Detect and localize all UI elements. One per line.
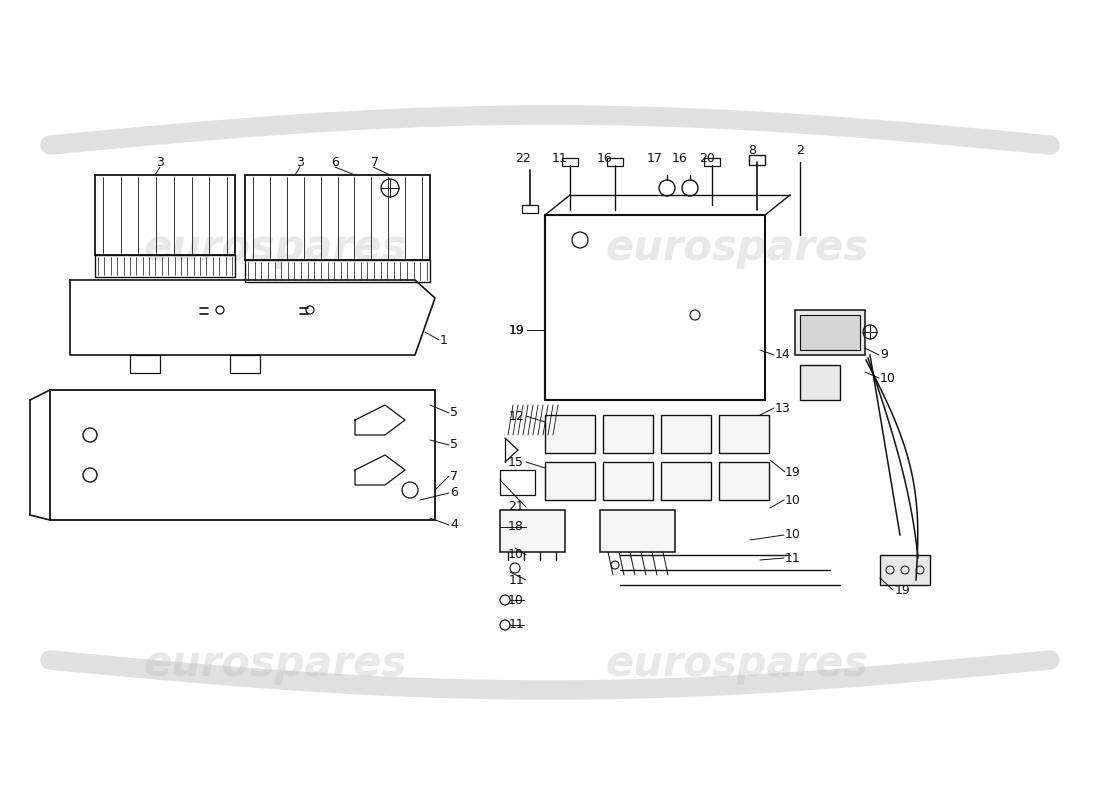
Bar [661,415,711,453]
Text: 17: 17 [647,151,663,165]
Text: 5: 5 [450,406,458,419]
Text: 19: 19 [895,583,911,597]
Bar [522,205,538,213]
Bar [800,315,860,350]
Text: 19: 19 [508,323,524,337]
Bar [719,415,769,453]
Bar [245,260,430,282]
Text: 16: 16 [672,151,688,165]
Bar [500,510,565,552]
Bar [800,365,840,400]
Text: eurospares: eurospares [143,227,407,269]
Bar [600,510,675,552]
Bar [544,415,595,453]
Text: 10: 10 [508,594,524,606]
Text: eurospares: eurospares [605,227,869,269]
Bar [880,555,929,585]
Text: 11: 11 [508,574,524,586]
Text: 10: 10 [785,529,801,542]
Text: 18: 18 [508,521,524,534]
Text: 16: 16 [597,151,613,165]
Text: 3: 3 [296,157,304,170]
Text: 20: 20 [700,151,715,165]
Bar [230,355,260,373]
Text: 6: 6 [331,157,339,170]
Bar [607,158,623,166]
Text: 4: 4 [450,518,458,531]
Bar [719,462,769,500]
Bar [795,310,865,355]
Text: 21: 21 [508,501,524,514]
Bar [544,462,595,500]
Bar [661,462,711,500]
Text: 22: 22 [515,151,531,165]
Text: 11: 11 [552,151,568,165]
Text: 14: 14 [776,349,791,362]
Text: 19: 19 [785,466,801,478]
Text: 5: 5 [450,438,458,451]
Bar [245,175,430,260]
Text: 9: 9 [880,349,888,362]
Text: 10: 10 [785,494,801,506]
Bar [562,158,578,166]
Text: 2: 2 [796,143,804,157]
Text: 13: 13 [776,402,791,414]
Text: 10: 10 [880,371,895,385]
Text: 1: 1 [440,334,448,346]
Text: 6: 6 [450,486,458,499]
Bar [500,470,535,495]
Bar [704,158,720,166]
Text: 7: 7 [371,157,380,170]
Bar [50,390,435,520]
Text: 10: 10 [508,549,524,562]
Bar [749,155,764,165]
Bar [95,175,235,255]
Text: 8: 8 [748,143,756,157]
Text: eurospares: eurospares [143,643,407,685]
Text: eurospares: eurospares [605,643,869,685]
Bar [603,462,653,500]
Text: 11: 11 [785,551,801,565]
Bar [130,355,159,373]
Bar [603,415,653,453]
Text: 7: 7 [450,470,458,482]
Text: 3: 3 [156,157,164,170]
Bar [544,215,764,400]
Text: 15: 15 [508,455,524,469]
Text: 12: 12 [508,410,524,422]
Text: 19: 19 [508,323,524,337]
Bar [95,255,235,277]
Text: 11: 11 [508,618,524,631]
